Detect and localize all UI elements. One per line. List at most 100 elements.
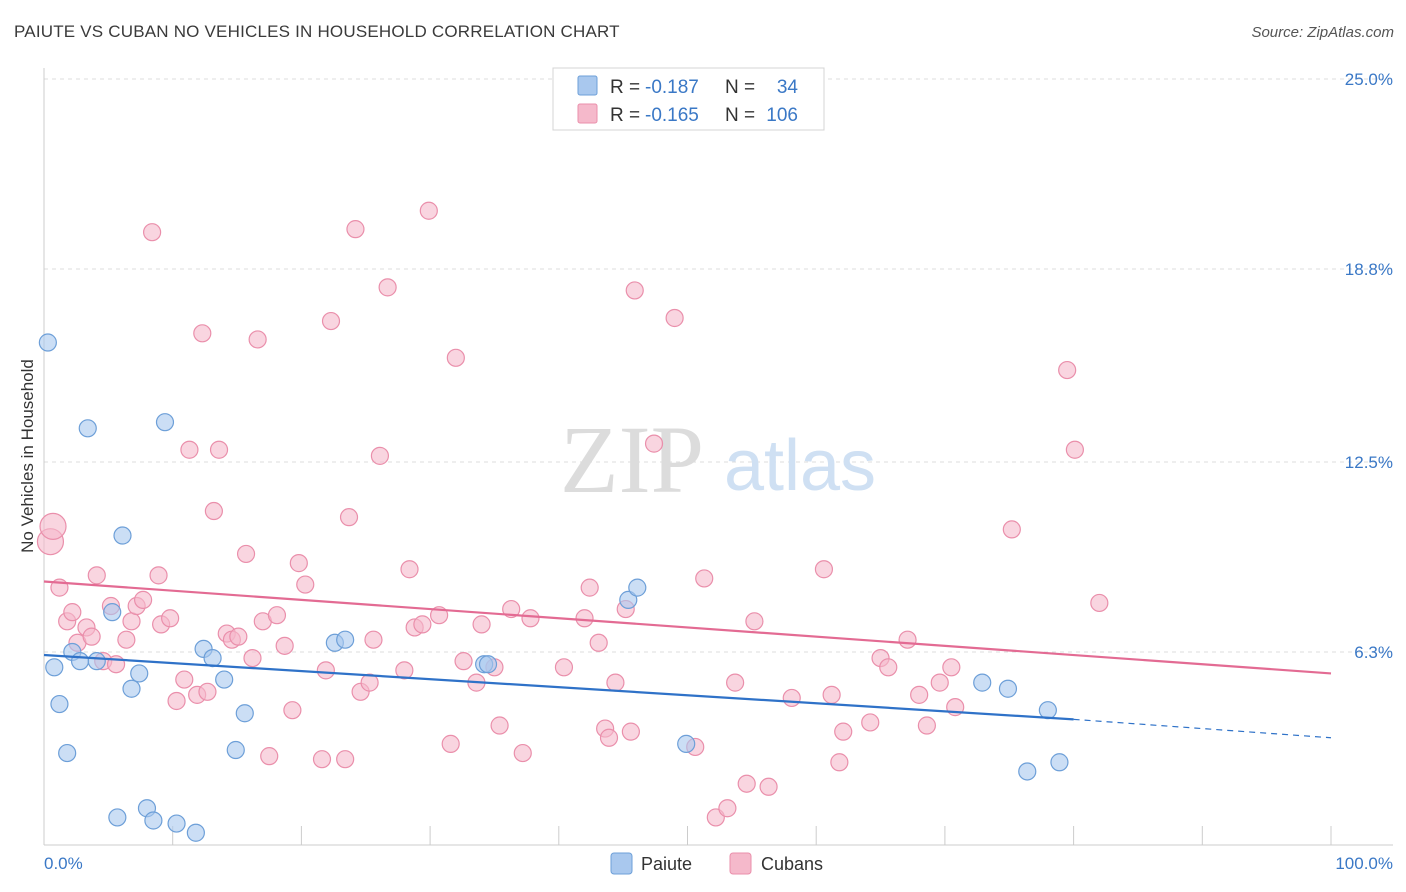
cubans-point-89 [814, 560, 834, 579]
cubans-point-20 [167, 691, 186, 711]
cubans-point-59 [446, 348, 465, 367]
paiute-trend-extension [1073, 718, 1332, 739]
cubans-point-21 [175, 670, 194, 689]
paiute-point-9 [108, 808, 127, 827]
cubans-point-37 [275, 636, 294, 655]
cubans-point-90 [822, 685, 841, 704]
cubans-point-56 [419, 201, 438, 220]
paiute-point-30 [973, 673, 992, 692]
cubans-point-48 [360, 673, 379, 692]
paiute-points [38, 333, 1069, 842]
cubans-point-52 [395, 661, 414, 680]
cubans-point-4 [63, 603, 82, 622]
cubans-point-36 [267, 606, 287, 625]
y-tick-label-18-8: 18.8% [1345, 260, 1393, 279]
bottom-legend: Paiute Cubans [610, 852, 823, 875]
paiute-point-33 [1018, 762, 1037, 781]
bottom-legend-paiute-label: Paiute [641, 854, 692, 874]
cubans-point-49 [364, 630, 383, 649]
cubans-point-71 [589, 633, 608, 652]
chart-source: Source: ZipAtlas.com [1251, 24, 1394, 41]
chart-title: PAIUTE VS CUBAN NO VEHICLES IN HOUSEHOLD… [14, 22, 620, 41]
cubans-point-68 [554, 658, 574, 677]
y-tick-label-6-3: 6.3% [1354, 643, 1393, 662]
cubans-point-26 [204, 501, 223, 521]
cubans-point-88 [782, 688, 801, 708]
cubans-point-7 [82, 627, 101, 646]
cubans-point-35 [260, 747, 279, 766]
cubans-point-38 [283, 701, 302, 720]
paiute-point-31 [998, 679, 1018, 698]
bottom-legend-paiute-swatch [610, 852, 633, 875]
paiute-point-22 [235, 704, 254, 723]
cubans-point-98 [917, 716, 936, 735]
cubans-point-100 [942, 658, 961, 677]
paiute-point-12 [130, 664, 149, 683]
cubans-point-45 [339, 508, 359, 527]
paiute-point-14 [144, 811, 163, 830]
cubans-point-16 [143, 223, 162, 242]
paiute-point-1 [45, 658, 64, 677]
grid-layer [44, 78, 1393, 653]
paiute-point-15 [155, 413, 175, 432]
cubans-point-40 [296, 575, 315, 594]
cubans-point-39 [289, 554, 308, 573]
cubans-point-78 [644, 434, 664, 453]
cubans-point-96 [898, 630, 917, 649]
cubans-point-81 [695, 569, 714, 588]
cubans-point-62 [472, 615, 491, 634]
paiute-point-34 [1050, 753, 1069, 772]
cubans-n-value: 106 [766, 105, 798, 126]
paiute-point-0 [38, 333, 57, 352]
cubans-point-44 [336, 750, 355, 769]
cubans-point-86 [745, 612, 764, 631]
cubans-point-73 [599, 728, 619, 747]
cubans-point-83 [718, 799, 737, 818]
cubans-point-105 [1090, 593, 1109, 613]
cubans-point-74 [606, 673, 625, 692]
cubans-point-12 [117, 630, 136, 649]
watermark-zip: ZIP [560, 406, 704, 513]
trend-layer [43, 580, 1332, 739]
cubans-point-103 [1058, 360, 1077, 380]
paiute-point-7 [87, 652, 106, 671]
cubans-point-69 [575, 609, 594, 628]
paiute-point-20 [215, 670, 234, 689]
bottom-legend-cubans-swatch [729, 852, 752, 875]
cubans-point-46 [346, 220, 365, 239]
cubans-point-43 [321, 311, 341, 331]
x-tick-labels: 0.0% 100.0% [44, 854, 1393, 873]
paiute-point-17 [186, 823, 205, 842]
cubans-point-91 [834, 722, 853, 741]
x-tick-label-max: 100.0% [1335, 854, 1393, 873]
cubans-point-76 [621, 722, 640, 741]
stats-legend: R = -0.187 N = 34 R = -0.165 N = 106 [552, 67, 825, 131]
cubans-point-79 [665, 308, 684, 328]
paiute-trend-line [43, 653, 1074, 721]
cubans-point-32 [243, 648, 262, 668]
cubans-point-24 [193, 324, 212, 343]
watermark-atlas: atlas [724, 426, 876, 506]
stats-legend-box [552, 67, 825, 131]
axes-layer [43, 68, 1393, 846]
cubans-point-27 [209, 440, 229, 459]
cubans-point-13 [122, 612, 141, 631]
cubans-point-64 [490, 716, 509, 735]
cubans-point-50 [370, 446, 390, 465]
paiute-point-29 [677, 734, 696, 753]
cubans-point-102 [1002, 520, 1021, 539]
cubans-point-66 [513, 743, 532, 763]
cubans-point-97 [910, 685, 929, 704]
cubans-point-93 [861, 713, 880, 732]
cubans-point-58 [441, 734, 460, 753]
cubans-trend-line [43, 580, 1332, 675]
paiute-point-32 [1038, 701, 1057, 720]
paiute-point-2 [50, 694, 69, 714]
cubans-n-label: N = [725, 105, 755, 126]
cubans-point-92 [830, 753, 849, 772]
paiute-n-value: 34 [777, 77, 799, 98]
cubans-point-15 [133, 590, 153, 609]
paiute-legend-swatch [577, 75, 598, 96]
cubans-point-22 [180, 440, 199, 459]
paiute-point-21 [226, 740, 245, 760]
